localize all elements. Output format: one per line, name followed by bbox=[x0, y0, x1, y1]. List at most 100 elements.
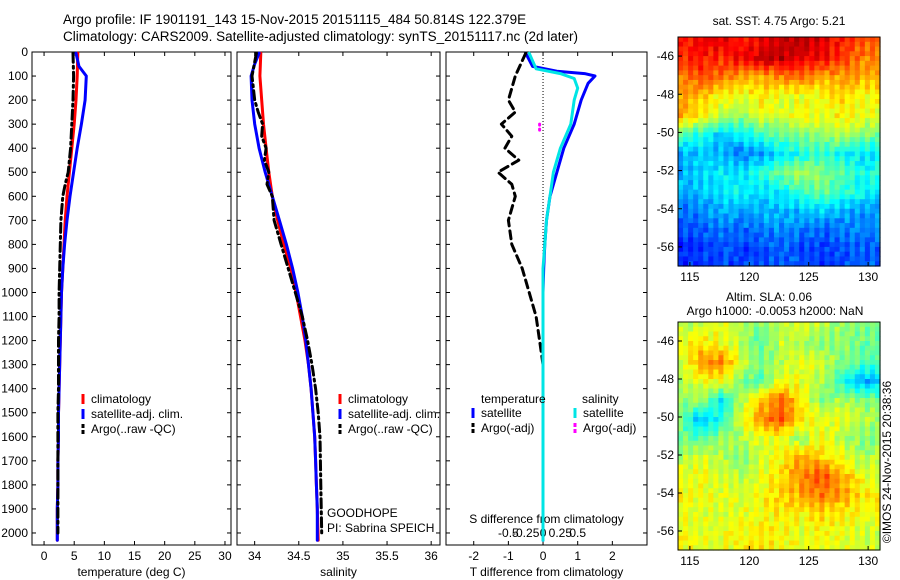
map-cell bbox=[718, 199, 725, 205]
map-cell bbox=[839, 170, 846, 176]
map-cell bbox=[728, 108, 735, 114]
map-cell bbox=[763, 218, 770, 224]
map-cell bbox=[708, 84, 714, 91]
map-cell bbox=[829, 137, 836, 143]
map-cell bbox=[698, 161, 704, 167]
map-cell bbox=[748, 331, 755, 337]
map-cell bbox=[784, 388, 790, 394]
map-cell bbox=[839, 474, 846, 480]
map-cell bbox=[789, 203, 795, 210]
map-cell bbox=[804, 237, 810, 243]
map-cell bbox=[864, 493, 871, 499]
map-cell bbox=[784, 364, 790, 371]
map-cell bbox=[688, 194, 694, 200]
map-cell bbox=[864, 213, 871, 219]
map-cell bbox=[834, 331, 841, 337]
map-cell bbox=[874, 122, 881, 129]
map-cell bbox=[763, 478, 770, 485]
map-cell bbox=[773, 345, 780, 352]
map-cell bbox=[839, 223, 846, 229]
x-tick-label: -2 bbox=[468, 549, 479, 563]
map-cell bbox=[794, 493, 800, 499]
map-cell bbox=[718, 383, 725, 390]
map-cell bbox=[859, 336, 866, 342]
map-cell bbox=[758, 379, 765, 385]
map-cell bbox=[814, 502, 820, 508]
map-cell bbox=[864, 199, 871, 205]
map-cell bbox=[874, 374, 881, 380]
map-cell bbox=[683, 218, 689, 224]
map-cell bbox=[758, 497, 765, 504]
map-cell bbox=[849, 407, 856, 413]
map-cell bbox=[824, 94, 831, 100]
map-cell bbox=[743, 227, 750, 234]
map-cell bbox=[683, 242, 689, 248]
map-cell bbox=[854, 388, 861, 394]
map-cell bbox=[718, 151, 725, 157]
map-cell bbox=[794, 170, 800, 176]
map-cell bbox=[738, 488, 745, 494]
map-cell bbox=[814, 531, 820, 537]
map-cell bbox=[864, 246, 871, 253]
legend-label: satellite bbox=[583, 406, 624, 420]
map-cell bbox=[859, 364, 866, 371]
map-cell bbox=[698, 412, 704, 418]
map-cell bbox=[864, 516, 871, 523]
map-cell bbox=[779, 199, 785, 205]
map-cell bbox=[779, 412, 785, 418]
map-cell bbox=[864, 103, 871, 110]
map-cell bbox=[804, 223, 810, 229]
map-cell bbox=[763, 184, 770, 191]
map-cell bbox=[824, 364, 831, 371]
map-cell bbox=[743, 431, 750, 437]
map-cell bbox=[718, 364, 725, 371]
map-cell bbox=[768, 421, 775, 428]
map-cell bbox=[804, 412, 810, 418]
map-cell bbox=[829, 237, 836, 243]
map-cell bbox=[683, 388, 689, 394]
map-cell bbox=[703, 412, 709, 418]
map-cell bbox=[703, 421, 709, 428]
map-cell bbox=[748, 535, 755, 542]
map-cell bbox=[809, 146, 815, 153]
map-cell bbox=[753, 459, 760, 466]
map-cell bbox=[748, 474, 755, 480]
map-cell bbox=[748, 103, 755, 110]
map-cell bbox=[683, 41, 689, 48]
map-cell bbox=[693, 526, 699, 532]
map-cell bbox=[799, 75, 805, 81]
map-cell bbox=[784, 132, 790, 138]
map-cell bbox=[804, 165, 810, 172]
map-cell bbox=[814, 189, 820, 196]
map-cell bbox=[768, 521, 775, 527]
map-cell bbox=[819, 341, 826, 347]
map-cell bbox=[678, 464, 684, 470]
map-cell bbox=[829, 507, 836, 513]
map-cell bbox=[869, 393, 876, 399]
map-cell bbox=[799, 341, 805, 347]
map-cell bbox=[693, 426, 699, 432]
map-cell bbox=[728, 412, 735, 418]
map-cell bbox=[819, 535, 826, 542]
map-cell bbox=[723, 51, 730, 57]
map-cell bbox=[688, 208, 694, 215]
map-cell bbox=[854, 483, 861, 489]
map-cell bbox=[678, 331, 684, 337]
map-cell bbox=[784, 459, 790, 466]
map-cell bbox=[819, 350, 826, 356]
map-cell bbox=[804, 213, 810, 219]
map-cell bbox=[703, 535, 709, 542]
map-cell bbox=[829, 170, 836, 176]
map-cell bbox=[824, 184, 831, 191]
map-cell bbox=[784, 398, 790, 404]
map-cell bbox=[738, 345, 745, 352]
y-tick-label: 800 bbox=[8, 237, 28, 251]
map-cell bbox=[768, 41, 775, 48]
map-cell bbox=[713, 194, 719, 200]
map-cell bbox=[753, 189, 760, 196]
map-cell bbox=[819, 256, 826, 262]
map-cell bbox=[753, 512, 760, 518]
map-cell bbox=[834, 545, 841, 551]
map-cell bbox=[693, 56, 699, 62]
map-cell bbox=[834, 113, 841, 119]
